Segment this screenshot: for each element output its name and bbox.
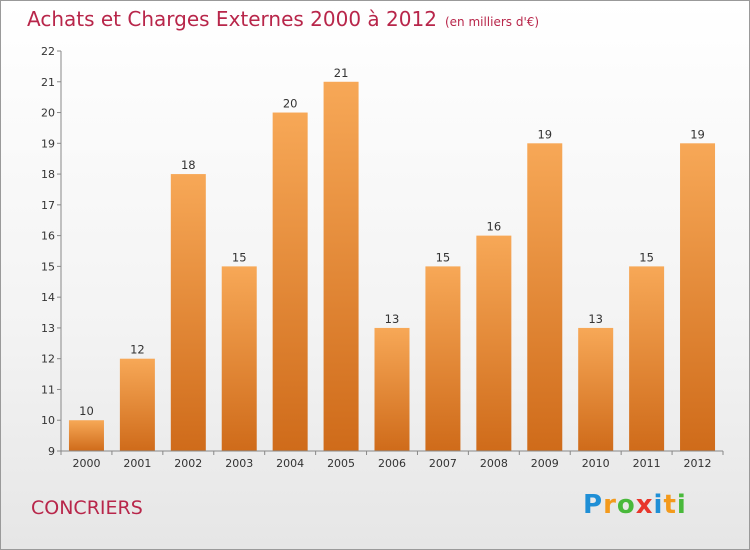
bar (629, 266, 665, 451)
y-tick-label: 9 (48, 445, 55, 458)
x-tick-label: 2004 (276, 457, 304, 470)
bar-value-label: 10 (79, 404, 94, 418)
logo-letter: P (583, 490, 604, 520)
bar-value-label: 20 (283, 97, 298, 111)
bar-value-label: 15 (639, 250, 654, 264)
bar (221, 266, 257, 451)
y-tick-label: 12 (41, 353, 55, 366)
bar (323, 81, 359, 452)
y-tick-label: 10 (41, 414, 55, 427)
y-tick-label: 18 (41, 168, 55, 181)
bar (527, 143, 563, 452)
bar (476, 235, 512, 451)
x-tick-label: 2005 (327, 457, 355, 470)
logo-letter: i (676, 490, 687, 520)
bar-value-label: 12 (130, 343, 145, 357)
y-tick-label: 11 (41, 383, 55, 396)
bar-value-label: 15 (436, 250, 451, 264)
bar-value-label: 21 (334, 66, 349, 80)
x-tick-label: 2011 (633, 457, 661, 470)
bar-value-label: 13 (588, 312, 603, 326)
x-tick-label: 2006 (378, 457, 406, 470)
x-tick-label: 2007 (429, 457, 457, 470)
x-tick-label: 2012 (684, 457, 712, 470)
bar-value-label: 19 (537, 127, 552, 141)
bar-value-label: 18 (181, 158, 196, 172)
bar (68, 420, 104, 451)
y-tick-label: 15 (41, 260, 55, 273)
proxiti-logo: Proxiti (583, 490, 687, 520)
logo-letter: r (603, 490, 617, 520)
bar (680, 143, 716, 452)
x-tick-label: 2002 (174, 457, 202, 470)
y-tick-label: 22 (41, 45, 55, 58)
x-tick-label: 2008 (480, 457, 508, 470)
bar-value-label: 13 (385, 312, 400, 326)
bar (170, 174, 206, 452)
place-name: CONCRIERS (31, 497, 143, 519)
y-tick-label: 16 (41, 230, 55, 243)
y-tick-label: 17 (41, 199, 55, 212)
chart-heading: Achats et Charges Externes 2000 à 2012 (e… (27, 7, 539, 31)
logo-letter: o (616, 490, 636, 520)
y-tick-label: 13 (41, 322, 55, 335)
bars-group: 10 12 18 15 20 21 13 15 16 19 13 15 19 (68, 66, 716, 452)
y-tick-label: 14 (41, 291, 55, 304)
x-tick-label: 2003 (225, 457, 253, 470)
bar (578, 327, 614, 451)
y-tick-label: 20 (41, 107, 55, 120)
y-tick-label: 21 (41, 76, 55, 89)
bar (272, 112, 308, 452)
logo-letter: x (635, 490, 654, 520)
bar-value-label: 16 (487, 220, 502, 234)
bar-value-label: 15 (232, 250, 247, 264)
logo-letter: t (663, 490, 677, 520)
bar (119, 358, 155, 451)
bar-value-label: 19 (690, 127, 705, 141)
y-tick-label: 19 (41, 137, 55, 150)
x-tick-label: 2009 (531, 457, 559, 470)
x-tick-label: 2001 (123, 457, 151, 470)
axes-group: 2000 2001 2002 2003 2004 2005 2006 2007 2008 2009… (41, 45, 724, 470)
bar (374, 327, 410, 451)
x-tick-label: 2010 (582, 457, 610, 470)
chart-subtitle: (en milliers d'€) (444, 15, 540, 29)
logo-letter: i (653, 490, 664, 520)
chart-title: Achats et Charges Externes 2000 à 2012 (27, 7, 437, 31)
x-tick-label: 2000 (72, 457, 100, 470)
bar (425, 266, 461, 451)
